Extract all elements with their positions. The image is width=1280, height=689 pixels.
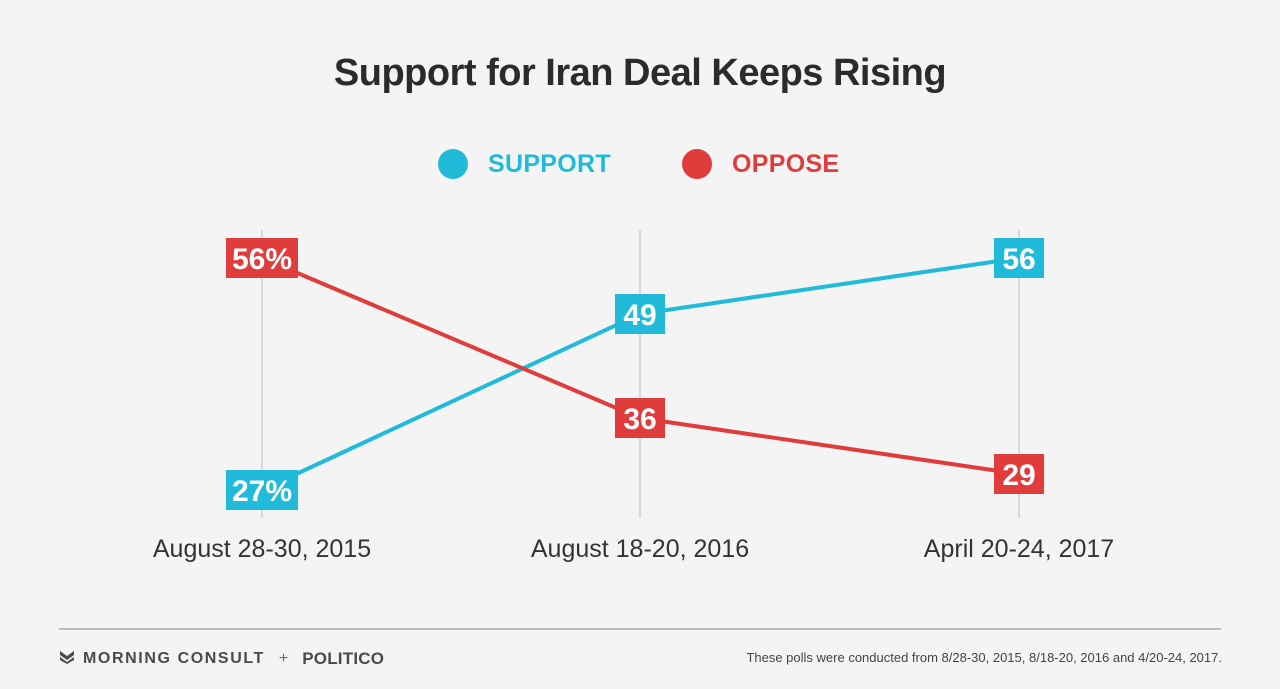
brand-politico: POLITICO <box>302 649 385 668</box>
x-tick-label-1: August 18-20, 2016 <box>531 535 749 563</box>
data-point-support-2 <box>994 238 1044 278</box>
x-tick-label-0: August 28-30, 2015 <box>153 535 371 563</box>
data-label-oppose-0: 56% <box>232 243 292 276</box>
data-point-oppose-0 <box>226 238 298 278</box>
data-point-oppose-1 <box>615 398 665 438</box>
brand-plus: + <box>278 650 289 667</box>
legend-oppose-label: OPPOSE <box>732 149 840 178</box>
data-label-support-1: 49 <box>623 299 656 332</box>
data-label-oppose-1: 36 <box>623 403 656 436</box>
legend-oppose-dot <box>682 149 712 179</box>
legend-item-oppose: OPPOSE <box>682 144 839 184</box>
data-label-support-2: 56 <box>1002 243 1035 276</box>
legend: SUPPORT OPPOSE <box>0 144 1280 184</box>
line-chart: August 28-30, 2015 August 18-20, 2016 Apri… <box>153 230 1114 563</box>
footnote: These polls were conducted from 8/28-30,… <box>746 650 1222 665</box>
footer-divider <box>59 628 1221 630</box>
brand-footer: MORNING CONSULT + POLITICO <box>59 648 384 670</box>
legend-item-support: SUPPORT <box>438 144 611 184</box>
brand-morning-consult: MORNING CONSULT <box>83 650 265 667</box>
data-label-oppose-2: 29 <box>1002 459 1035 492</box>
data-point-support-0 <box>226 470 298 510</box>
legend-support-label: SUPPORT <box>488 149 611 178</box>
morning-consult-logo-icon <box>59 650 75 669</box>
data-point-oppose-2 <box>994 454 1044 494</box>
chart-title: Support for Iran Deal Keeps Rising <box>333 52 947 94</box>
data-label-support-0: 27% <box>232 475 292 508</box>
data-point-support-1 <box>615 294 665 334</box>
legend-support-dot <box>438 149 468 179</box>
x-tick-label-2: April 20-24, 2017 <box>924 535 1114 563</box>
